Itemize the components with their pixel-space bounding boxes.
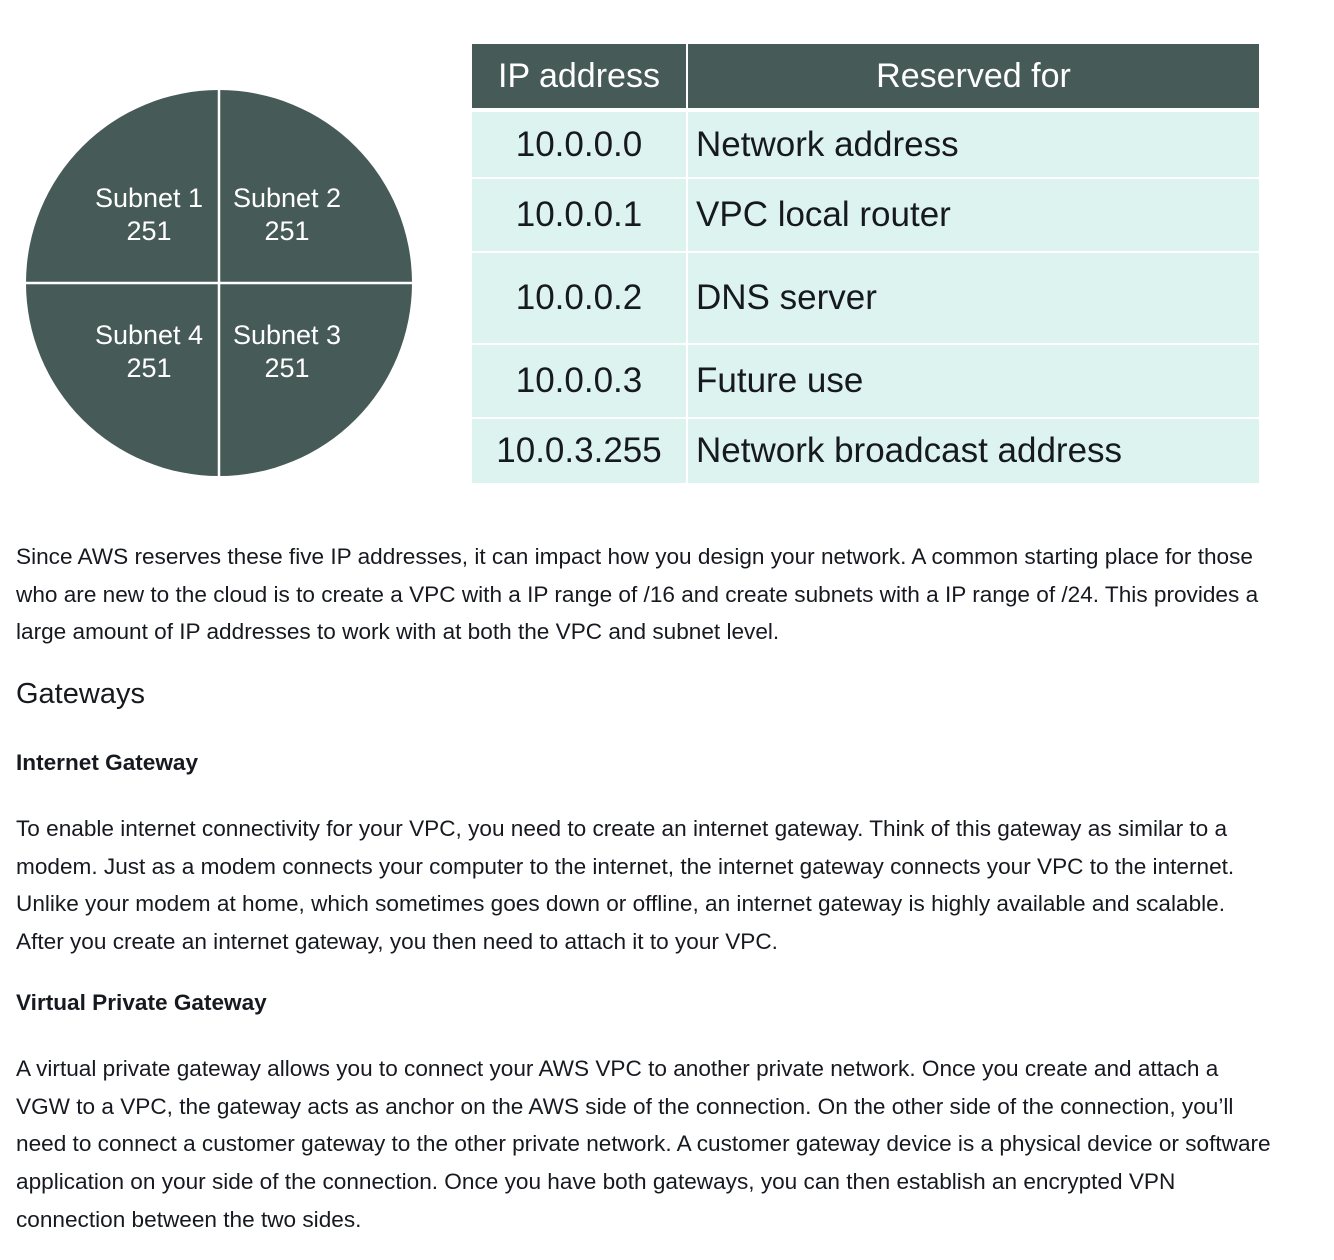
- table-header-row: IP address Reserved for: [472, 44, 1259, 112]
- ip-cell: 10.0.0.2: [472, 252, 688, 345]
- subnet-2-count: 251: [264, 216, 309, 246]
- subnet-2-name: Subnet 2: [233, 183, 341, 213]
- reserved-cell: VPC local router: [687, 178, 1259, 253]
- internet-gateway-paragraph: To enable internet connectivity for your…: [16, 816, 1235, 955]
- reserved-cell: DNS server: [687, 252, 1259, 345]
- reserved-ip-table: IP address Reserved for 10.0.0.0 Network…: [472, 44, 1259, 485]
- column-header-reserved: Reserved for: [687, 44, 1259, 112]
- ip-cell: 10.0.0.3: [472, 344, 688, 419]
- table-row: 10.0.0.2 DNS server: [472, 252, 1259, 345]
- section-heading-gateways: Gateways: [16, 678, 145, 710]
- ip-cell: 10.0.0.1: [472, 178, 688, 253]
- subnet-diagram: Subnet 1 251 Subnet 2 251 Subnet 4 251 S…: [24, 88, 414, 478]
- subnet-1-count: 251: [126, 216, 171, 246]
- subnet-4-name: Subnet 4: [95, 320, 203, 350]
- subheading-virtual-private-gateway: Virtual Private Gateway: [16, 990, 267, 1015]
- subnet-3-name: Subnet 3: [233, 320, 341, 350]
- subnet-1-label: Subnet 1 251: [95, 183, 203, 246]
- subheading-internet-gateway: Internet Gateway: [16, 750, 199, 775]
- table-row: 10.0.3.255 Network broadcast address: [472, 418, 1259, 485]
- subnet-4-count: 251: [126, 353, 171, 383]
- reserved-cell: Network broadcast address: [687, 418, 1259, 485]
- subnet-4-label: Subnet 4 251: [95, 320, 203, 383]
- intro-paragraph: Since AWS reserves these five IP address…: [16, 544, 1259, 645]
- virtual-private-gateway-paragraph: A virtual private gateway allows you to …: [16, 1056, 1271, 1232]
- ip-cell: 10.0.3.255: [472, 418, 688, 485]
- subnet-3-count: 251: [264, 353, 309, 383]
- column-header-ip: IP address: [472, 44, 688, 112]
- reserved-cell: Future use: [687, 344, 1259, 419]
- table-row: 10.0.0.1 VPC local router: [472, 178, 1259, 253]
- table-row: 10.0.0.0 Network address: [472, 110, 1259, 179]
- table-row: 10.0.0.3 Future use: [472, 344, 1259, 419]
- ip-cell: 10.0.0.0: [472, 110, 688, 179]
- reserved-cell: Network address: [687, 110, 1259, 179]
- subnet-3-label: Subnet 3 251: [233, 320, 341, 383]
- subnet-1-name: Subnet 1: [95, 183, 203, 213]
- subnet-2-label: Subnet 2 251: [233, 183, 341, 246]
